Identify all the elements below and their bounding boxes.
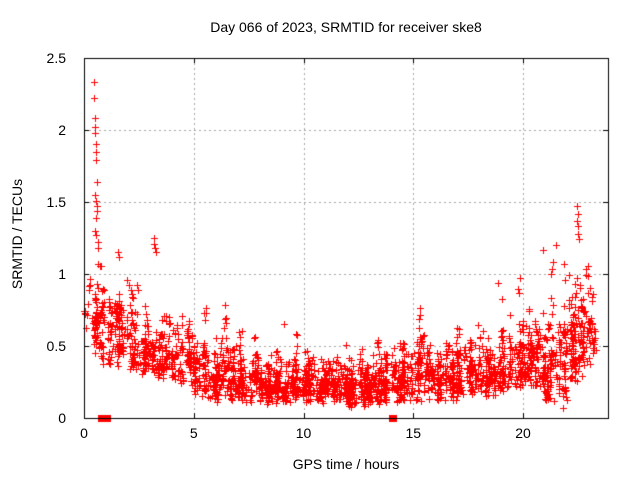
y-tick-label: 2.5 (46, 50, 66, 66)
y-tick-label: 0 (58, 410, 66, 426)
x-tick-label: 15 (405, 425, 422, 441)
x-tick-label: 5 (189, 425, 198, 441)
y-tick-label: 2 (58, 122, 66, 138)
chart-title: Day 066 of 2023, SRMTID for receiver ske… (210, 19, 482, 35)
x-tick-label: 0 (80, 425, 88, 441)
y-tick-label: 1 (58, 266, 66, 282)
x-tick-label: 10 (295, 425, 312, 441)
y-tick-label: 1.5 (46, 194, 66, 210)
x-axis-label: GPS time / hours (292, 456, 400, 472)
y-tick-label: 0.5 (46, 338, 66, 354)
x-tick-label: 20 (515, 425, 531, 441)
